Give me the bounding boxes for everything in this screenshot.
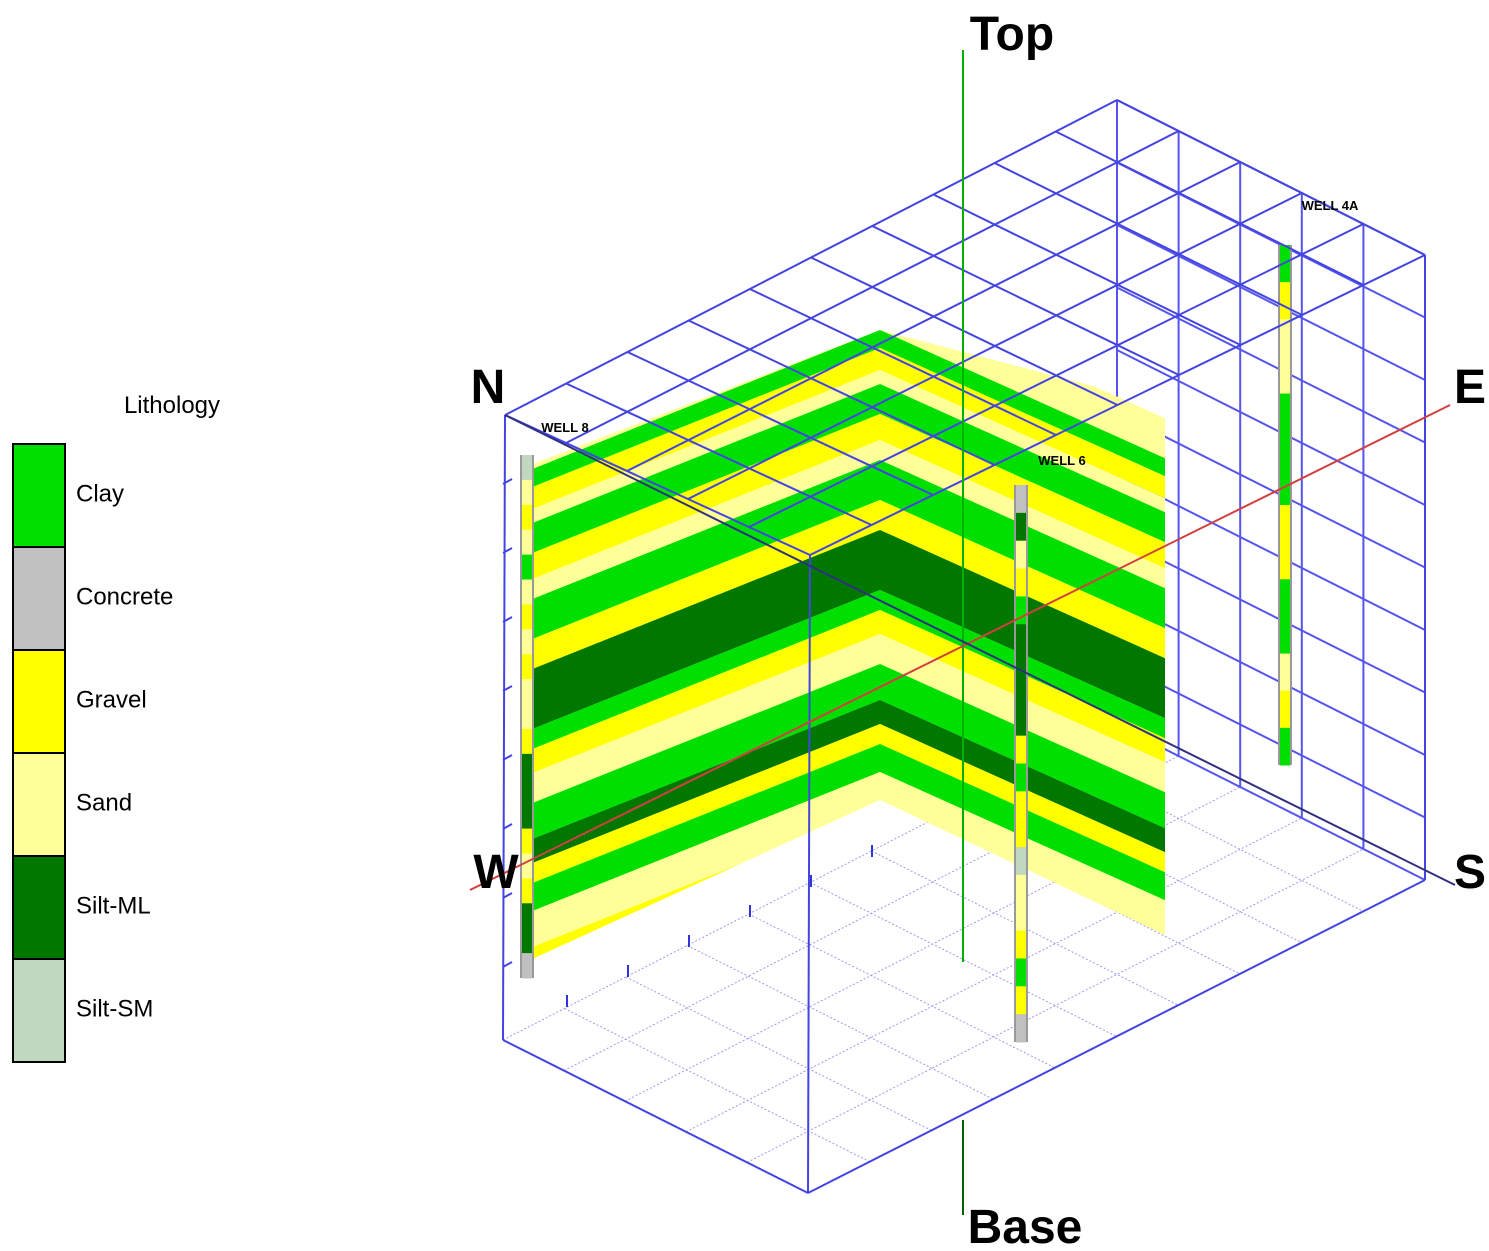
well-segment <box>1280 579 1290 617</box>
well-segment <box>1280 654 1290 692</box>
well-segment <box>522 829 532 854</box>
grid-line <box>747 849 1363 1162</box>
well-segment <box>1016 819 1026 847</box>
well-segment <box>1016 708 1026 736</box>
well-segment <box>522 928 532 953</box>
grid-line <box>808 880 1425 1193</box>
grid-line <box>1117 100 1425 255</box>
well-segment <box>1280 356 1290 394</box>
well-segment <box>1016 652 1026 680</box>
legend-title: Lithology <box>124 392 220 419</box>
well-segment <box>1016 903 1026 931</box>
well-segment <box>1016 541 1026 569</box>
well-segment <box>522 779 532 804</box>
legend: Clay Concrete Gravel Sand Silt-ML Silt-SM <box>13 444 173 1062</box>
well-segment <box>522 878 532 903</box>
well-label: WELL 4A <box>1302 198 1359 213</box>
well-segment <box>1016 764 1026 792</box>
lithology-band <box>530 934 880 1110</box>
legend-label: Clay <box>76 480 124 507</box>
well-segment <box>1016 569 1026 597</box>
legend-swatch <box>13 753 65 856</box>
well-segment <box>522 804 532 829</box>
legend-swatch <box>13 444 65 547</box>
well-label: WELL 6 <box>1038 453 1085 468</box>
well-segment <box>522 654 532 679</box>
well-segment <box>1280 431 1290 469</box>
legend-swatch <box>13 547 65 650</box>
legend-label: Sand <box>76 789 132 816</box>
east-label: E <box>1454 361 1486 414</box>
well-segment <box>1280 691 1290 729</box>
grid-line <box>503 415 505 1040</box>
grid-line <box>933 195 1240 346</box>
well-segment <box>1280 505 1290 543</box>
well-segment <box>522 629 532 654</box>
well-segment <box>1016 596 1026 624</box>
well-segment <box>1016 624 1026 652</box>
well-segment <box>1280 616 1290 654</box>
base-label: Base <box>968 1201 1083 1251</box>
well-segment <box>1280 542 1290 580</box>
well-segment <box>522 505 532 530</box>
legend-swatch <box>13 959 65 1062</box>
well-segment <box>522 555 532 580</box>
legend-label: Silt-ML <box>76 892 151 919</box>
legend-label: Silt-SM <box>76 995 153 1022</box>
well-segment <box>522 953 532 978</box>
grid-line <box>749 914 1055 1068</box>
well-segment <box>1280 282 1290 320</box>
grid-line <box>564 1009 869 1162</box>
grid-line <box>503 962 512 967</box>
well-label: WELL 8 <box>541 420 588 435</box>
grid-line <box>1117 225 1425 380</box>
well-segment <box>1016 680 1026 708</box>
well-segment <box>1016 931 1026 959</box>
well-segment <box>522 580 532 605</box>
well-segment <box>522 853 532 878</box>
south-label: S <box>1454 846 1486 899</box>
legend-label: Gravel <box>76 686 147 713</box>
well-segment <box>1016 875 1026 903</box>
grid-line <box>687 946 993 1100</box>
north-label: N <box>471 361 506 414</box>
well-segment <box>1016 958 1026 986</box>
well-segment <box>1016 791 1026 819</box>
legend-label: Concrete <box>76 583 173 610</box>
grid-line <box>503 1040 808 1193</box>
well-segment <box>1016 847 1026 875</box>
well-segment <box>522 455 532 480</box>
well-segment <box>522 530 532 555</box>
well-segment <box>522 604 532 629</box>
well-segment <box>1280 728 1290 766</box>
well-segment <box>1016 736 1026 764</box>
grid-line <box>995 163 1302 315</box>
well-segment <box>522 754 532 779</box>
west-label: W <box>473 846 519 899</box>
well-segment <box>522 903 532 928</box>
top-label: Top <box>970 8 1054 61</box>
legend-swatch <box>13 650 65 753</box>
well-segment <box>1016 1014 1026 1042</box>
well-segment <box>1016 513 1026 541</box>
well-segment <box>1280 394 1290 432</box>
well-segment <box>522 480 532 505</box>
well-segment <box>522 679 532 704</box>
legend-swatch <box>13 856 65 959</box>
lithology-band <box>530 1010 880 1190</box>
well-segment <box>522 704 532 729</box>
well-segment <box>1016 485 1026 513</box>
scene: Top Base N E S W WELL 8 WELL 6 WELL 4A L… <box>0 0 1489 1251</box>
grid-line <box>626 977 932 1130</box>
well-segment <box>1016 986 1026 1014</box>
well-segment <box>522 729 532 754</box>
